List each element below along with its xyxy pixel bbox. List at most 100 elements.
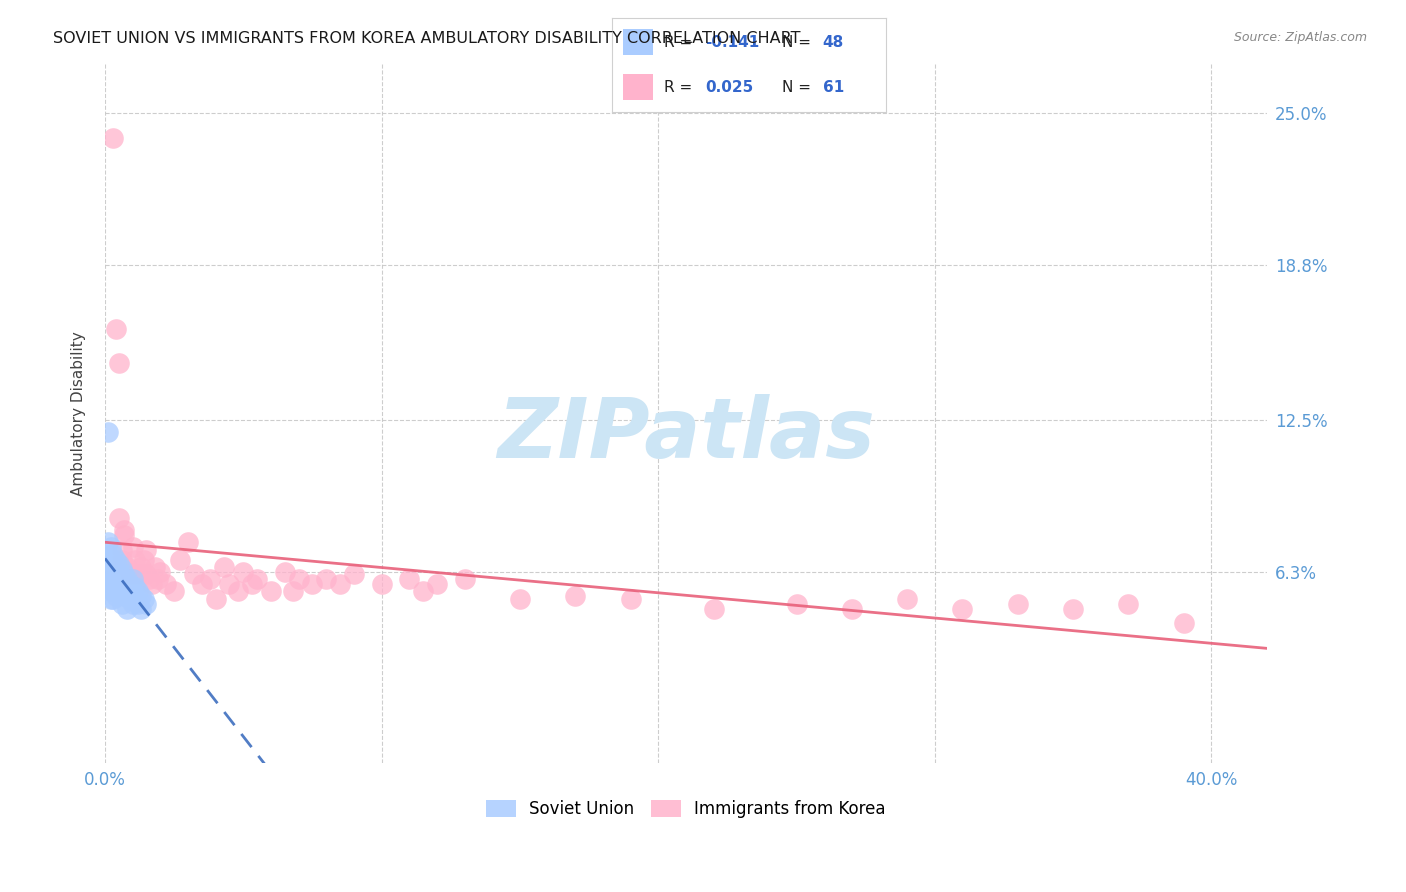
Text: R =: R = bbox=[664, 79, 697, 95]
Point bbox=[121, 597, 143, 611]
Point bbox=[191, 577, 214, 591]
Point bbox=[177, 535, 200, 549]
Point bbox=[132, 552, 155, 566]
Point bbox=[509, 591, 531, 606]
Point bbox=[112, 577, 135, 591]
Point bbox=[105, 590, 128, 604]
Point bbox=[786, 597, 808, 611]
Point bbox=[204, 591, 226, 606]
Point bbox=[702, 601, 724, 615]
Point bbox=[124, 552, 146, 566]
Point bbox=[212, 560, 235, 574]
Point bbox=[105, 322, 128, 336]
Point bbox=[100, 552, 122, 566]
Point bbox=[105, 565, 128, 579]
Point bbox=[103, 548, 125, 562]
Point bbox=[896, 591, 918, 606]
Point bbox=[287, 572, 309, 586]
Legend: Soviet Union, Immigrants from Korea: Soviet Union, Immigrants from Korea bbox=[479, 793, 893, 825]
Point bbox=[121, 584, 143, 599]
Point bbox=[841, 601, 863, 615]
Bar bbox=[623, 29, 652, 55]
Bar bbox=[623, 74, 652, 100]
Text: 0.025: 0.025 bbox=[704, 79, 754, 95]
Point bbox=[135, 597, 157, 611]
Point bbox=[110, 542, 132, 557]
Point bbox=[146, 572, 169, 586]
Point bbox=[315, 572, 337, 586]
Point bbox=[118, 577, 141, 591]
Point bbox=[246, 572, 269, 586]
Text: N =: N = bbox=[782, 35, 815, 50]
Point bbox=[141, 577, 163, 591]
Point bbox=[121, 572, 143, 586]
Point bbox=[1173, 616, 1195, 631]
Point bbox=[108, 567, 131, 582]
Point bbox=[103, 580, 125, 594]
Text: Source: ZipAtlas.com: Source: ZipAtlas.com bbox=[1233, 31, 1367, 45]
Point bbox=[103, 591, 125, 606]
Point bbox=[110, 562, 132, 576]
Point bbox=[343, 567, 366, 582]
Point bbox=[103, 560, 125, 574]
Point bbox=[329, 577, 352, 591]
Point bbox=[100, 565, 122, 579]
Point bbox=[115, 580, 138, 594]
Text: ZIPatlas: ZIPatlas bbox=[496, 394, 875, 475]
Point bbox=[135, 567, 157, 582]
Point bbox=[97, 535, 120, 549]
Point bbox=[232, 565, 254, 579]
Point bbox=[127, 597, 149, 611]
Point bbox=[149, 565, 172, 579]
Point bbox=[100, 584, 122, 599]
Point bbox=[108, 511, 131, 525]
Point bbox=[426, 577, 449, 591]
Point bbox=[129, 560, 152, 574]
Point bbox=[121, 541, 143, 555]
Point bbox=[110, 552, 132, 566]
Y-axis label: Ambulatory Disability: Ambulatory Disability bbox=[72, 331, 86, 496]
Point bbox=[135, 542, 157, 557]
Text: R =: R = bbox=[664, 35, 697, 50]
Text: N =: N = bbox=[782, 79, 815, 95]
Point bbox=[105, 552, 128, 566]
Point bbox=[183, 567, 205, 582]
Point bbox=[226, 584, 249, 599]
Point bbox=[1007, 597, 1029, 611]
Point bbox=[1118, 597, 1140, 611]
Point bbox=[115, 601, 138, 615]
Point bbox=[155, 577, 177, 591]
Point bbox=[108, 558, 131, 572]
Point bbox=[198, 572, 221, 586]
Point bbox=[115, 572, 138, 586]
Point bbox=[118, 567, 141, 582]
Point bbox=[301, 577, 323, 591]
Point bbox=[169, 552, 191, 566]
Point bbox=[97, 548, 120, 562]
Point bbox=[112, 528, 135, 542]
Point bbox=[110, 597, 132, 611]
Point bbox=[112, 567, 135, 582]
Text: 48: 48 bbox=[823, 35, 844, 50]
Point bbox=[370, 577, 392, 591]
Point bbox=[112, 590, 135, 604]
Point bbox=[110, 572, 132, 586]
Point bbox=[108, 584, 131, 599]
Point bbox=[564, 590, 586, 604]
Point bbox=[127, 584, 149, 599]
Point bbox=[110, 582, 132, 596]
Point bbox=[281, 584, 304, 599]
Point bbox=[97, 560, 120, 574]
Point bbox=[619, 591, 641, 606]
Point bbox=[100, 541, 122, 555]
Text: 61: 61 bbox=[823, 79, 844, 95]
Point bbox=[143, 560, 166, 574]
Text: SOVIET UNION VS IMMIGRANTS FROM KOREA AMBULATORY DISABILITY CORRELATION CHART: SOVIET UNION VS IMMIGRANTS FROM KOREA AM… bbox=[53, 31, 801, 46]
Point bbox=[163, 584, 186, 599]
Point bbox=[105, 577, 128, 591]
Point bbox=[115, 560, 138, 574]
Point bbox=[127, 567, 149, 582]
Point bbox=[97, 425, 120, 439]
Point bbox=[97, 577, 120, 591]
Point bbox=[108, 356, 131, 370]
